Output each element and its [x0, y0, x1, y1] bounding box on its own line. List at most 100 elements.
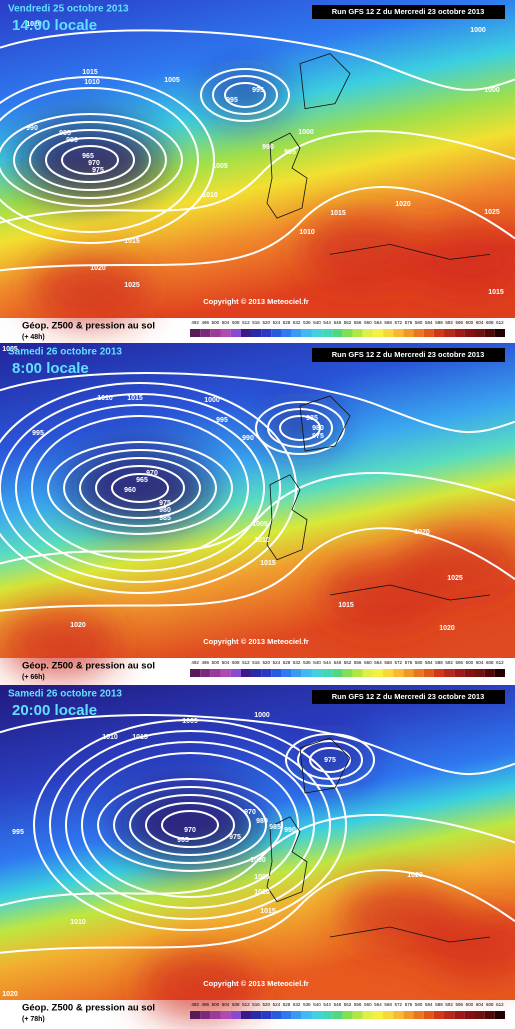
isobar-label: 1020	[439, 625, 455, 632]
run-info: Run GFS 12 Z du Mercredi 23 octobre 2013	[332, 7, 485, 16]
scale-label: 508	[232, 320, 240, 325]
scale-swatch	[230, 1011, 241, 1019]
isobar-label: 975	[324, 757, 336, 764]
forecast-date: Vendredi 25 octobre 2013	[8, 4, 129, 15]
isobar-label: 980	[256, 818, 268, 825]
run-info: Run GFS 12 Z du Mercredi 23 octobre 2013	[332, 350, 485, 359]
scale-swatch	[240, 329, 251, 337]
isobar-label: 1015	[260, 908, 276, 915]
isobar-label: 1005	[254, 874, 270, 881]
scale-swatch	[200, 329, 211, 337]
isobar-label: 960	[124, 487, 136, 494]
copyright: Copyright © 2013 Meteociel.fr	[203, 637, 309, 646]
isobar-label: 1015	[330, 210, 346, 217]
isobar-label: 1000	[254, 712, 270, 719]
scale-label: 588	[435, 660, 443, 665]
scale-label: 528	[283, 660, 291, 665]
scale-swatch	[240, 669, 251, 677]
isobar-label: 995	[12, 829, 24, 836]
isobar-label: 1010	[84, 79, 100, 86]
scale-swatch	[190, 1011, 201, 1019]
isobar	[33, 719, 347, 931]
scale-swatch	[281, 329, 292, 337]
scale-swatch	[454, 329, 465, 337]
scale-swatch	[393, 1011, 404, 1019]
isobar-label: 995	[216, 417, 228, 424]
scale-label: 500	[212, 320, 220, 325]
isobars	[0, 29, 515, 272]
isobar	[63, 449, 217, 527]
map-panel: 1005 1010 1015 1000 995 995 990 985 980 975 970 965…	[0, 343, 515, 685]
scale-swatch	[301, 1011, 312, 1019]
isobar	[111, 473, 169, 503]
isobar	[81, 752, 299, 898]
isobar	[95, 465, 185, 511]
scale-swatch	[383, 669, 394, 677]
color-blobs	[120, 735, 515, 1020]
isobar	[49, 730, 331, 920]
scale-swatch	[352, 669, 363, 677]
scale-label: 556	[354, 320, 362, 325]
scale-label: 532	[293, 660, 301, 665]
isobar	[47, 441, 233, 535]
scale-swatch	[383, 1011, 394, 1019]
isobar-label: 1020	[395, 201, 411, 208]
isobar	[161, 810, 219, 840]
isobar-label: 1000	[470, 27, 486, 34]
scale-label: 592	[445, 660, 453, 665]
isobar-label: 1010	[102, 734, 118, 741]
scale-swatch	[413, 329, 424, 337]
forecast-time: 14:00 locale	[12, 17, 97, 34]
scale-label: 576	[405, 320, 413, 325]
scale-label: 612	[496, 1002, 504, 1007]
scale-label: 516	[252, 320, 260, 325]
copyright: Copyright © 2013 Meteociel.fr	[203, 979, 309, 988]
scale-label: 536	[303, 1002, 311, 1007]
scale-label: 532	[293, 1002, 301, 1007]
scale-label: 572	[395, 320, 403, 325]
scale-label: 572	[395, 660, 403, 665]
scale-swatch	[240, 1011, 251, 1019]
scale-label: 612	[496, 320, 504, 325]
scale-swatch	[494, 669, 505, 677]
forecast-date: Samedi 26 octobre 2013	[8, 347, 122, 358]
isobar-label: 1015	[488, 289, 504, 296]
scale-label: 572	[395, 1002, 403, 1007]
scale-swatch	[210, 329, 221, 337]
scale-swatch	[362, 669, 373, 677]
scale-swatch	[311, 669, 323, 677]
isobar-label: 1000	[204, 397, 220, 404]
scale-swatch	[271, 1011, 282, 1019]
scale-label: 520	[262, 660, 270, 665]
scale-label: 604	[476, 1002, 484, 1007]
isobar	[0, 372, 515, 434]
isobar-label: 970	[184, 827, 196, 834]
scale-swatch	[413, 669, 424, 677]
low-core	[290, 735, 370, 785]
caption: Géop. Z500 & pression au sol	[22, 661, 155, 672]
scale-swatch	[220, 1011, 231, 1019]
high-core	[400, 528, 515, 598]
isobar	[29, 129, 151, 191]
isobar-label: 1010	[254, 537, 270, 544]
scale-label: 500	[212, 1002, 220, 1007]
isobar	[0, 76, 215, 244]
scale-label: 592	[445, 1002, 453, 1007]
isobar-label: 1015	[82, 69, 98, 76]
scale-swatch	[210, 1011, 221, 1019]
isobar	[279, 415, 321, 441]
coastline	[266, 395, 491, 601]
isobar-label: 975	[229, 834, 241, 841]
isobar	[0, 472, 515, 565]
scale-label: 568	[384, 320, 392, 325]
scale-swatch	[250, 1011, 262, 1019]
isobar	[0, 527, 515, 612]
scale-swatch	[403, 329, 414, 337]
scale-swatch	[210, 669, 221, 677]
coastline	[266, 737, 491, 943]
scale-label: 576	[405, 1002, 413, 1007]
high-core	[0, 608, 120, 678]
isobar-label: 1020	[90, 265, 106, 272]
